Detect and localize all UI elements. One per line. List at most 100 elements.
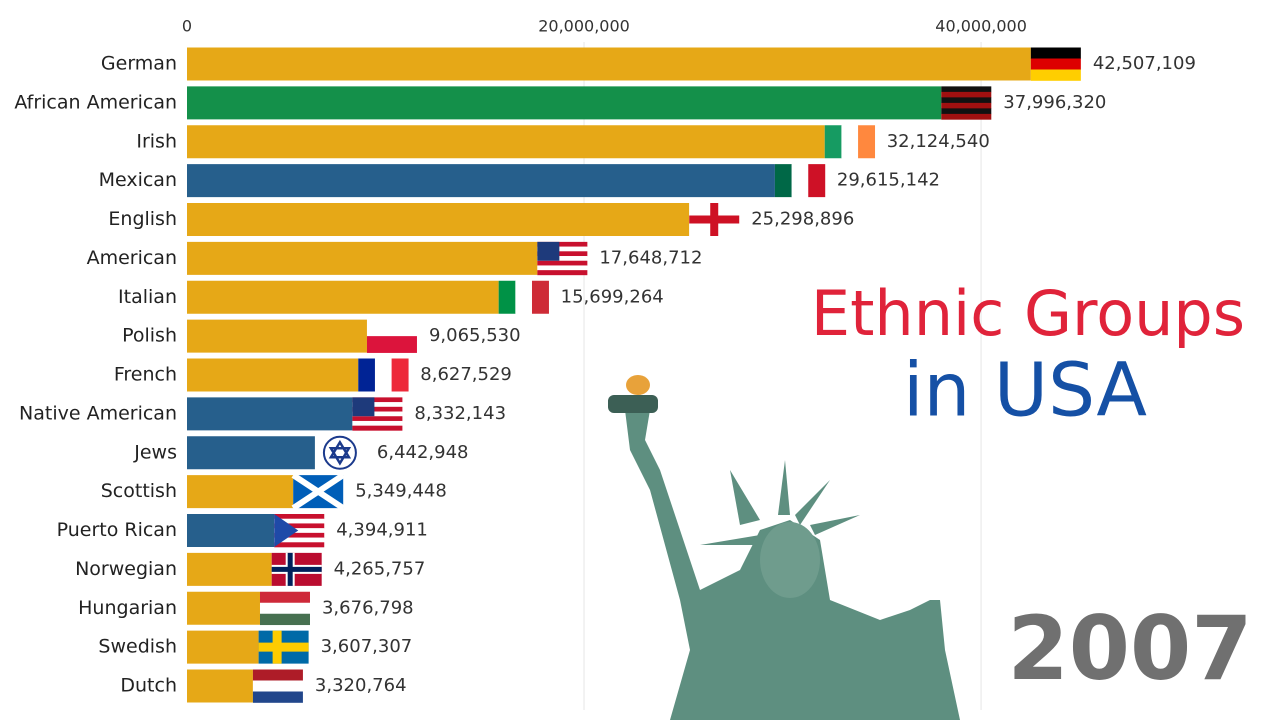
flag-part <box>498 280 516 314</box>
flag-part <box>374 358 392 392</box>
bar <box>187 436 315 470</box>
flag <box>941 86 992 120</box>
flag-part <box>537 256 588 262</box>
flag-part <box>537 246 588 252</box>
flag <box>322 435 357 470</box>
value-label: 9,065,530 <box>429 325 521 346</box>
flag-part <box>274 518 325 524</box>
bar <box>187 164 775 198</box>
value-label: 6,442,948 <box>377 442 469 463</box>
bar <box>187 669 253 703</box>
flag-part <box>274 537 325 543</box>
flag-part <box>352 402 403 408</box>
flag-part <box>274 514 299 547</box>
y-tick-label: German <box>101 53 177 75</box>
flag-part <box>274 542 325 548</box>
flag-part <box>252 680 303 692</box>
flag-part <box>791 164 809 198</box>
bar <box>187 591 260 625</box>
y-tick-label: English <box>108 208 177 230</box>
flag-part <box>352 425 403 431</box>
value-label: 17,648,712 <box>599 247 702 268</box>
y-tick-label: French <box>114 364 177 386</box>
flag-part <box>689 215 740 224</box>
flag-part <box>274 523 325 529</box>
flag-part <box>537 270 588 276</box>
value-label: 25,298,896 <box>751 209 854 230</box>
flag-part <box>352 406 403 412</box>
y-tick-label: Norwegian <box>75 558 177 580</box>
value-label: 4,265,757 <box>334 558 426 579</box>
bar <box>187 475 294 509</box>
flag-part <box>537 265 588 271</box>
flag-part <box>841 125 859 159</box>
flag-part <box>328 439 352 466</box>
flag-part <box>537 241 588 247</box>
flag-part <box>322 435 357 470</box>
flag-part <box>352 416 403 422</box>
value-label: 8,332,143 <box>414 403 506 424</box>
flag-part <box>941 97 992 104</box>
flag-part <box>366 336 417 353</box>
y-tick-label: Italian <box>118 286 177 308</box>
flag-part <box>274 528 325 534</box>
y-tick-label: Dutch <box>120 675 177 697</box>
flag-part <box>352 397 375 417</box>
flag-part <box>537 241 560 261</box>
value-label: 37,996,320 <box>1003 92 1106 113</box>
value-label: 8,627,529 <box>420 364 512 385</box>
flag-part <box>252 691 303 703</box>
flag-part <box>366 319 417 337</box>
flag <box>358 358 409 392</box>
flag-part <box>941 86 992 93</box>
flag-part <box>808 164 826 198</box>
y-tick-label: Native American <box>19 402 177 424</box>
flag-part <box>1030 58 1081 70</box>
flag <box>366 319 417 353</box>
flag <box>689 203 740 236</box>
flag-part <box>858 125 876 159</box>
flag <box>537 241 588 276</box>
y-tick-label: American <box>87 247 177 269</box>
x-tick-label: 0 <box>182 17 192 36</box>
value-label: 4,394,911 <box>336 520 428 541</box>
value-label: 3,676,798 <box>322 597 414 618</box>
value-label: 32,124,540 <box>887 131 990 152</box>
flag-part <box>515 280 533 314</box>
bar <box>187 358 359 392</box>
flag-part <box>252 669 303 681</box>
y-tick-label: African American <box>14 91 177 113</box>
flag-part <box>391 358 409 392</box>
flag-part <box>1030 47 1081 59</box>
y-tick-label: Swedish <box>98 636 177 658</box>
flag-part <box>352 397 403 403</box>
flag-part <box>259 591 310 604</box>
flag <box>291 472 345 511</box>
value-label: 3,320,764 <box>315 675 407 696</box>
y-tick-label: Puerto Rican <box>57 519 177 541</box>
y-tick-label: Jews <box>133 441 177 463</box>
bar <box>187 319 367 353</box>
flag-part <box>941 91 992 98</box>
flag <box>824 125 876 159</box>
flag-part <box>271 566 322 572</box>
bar <box>187 397 353 431</box>
bar <box>187 125 825 159</box>
flag-part <box>774 164 792 198</box>
flag-part <box>358 358 376 392</box>
flag <box>1030 47 1081 81</box>
flag <box>271 552 322 586</box>
flag <box>498 280 549 314</box>
flag <box>352 397 403 431</box>
title-line: Ethnic Groups <box>811 277 1245 350</box>
title-line: in USA <box>903 348 1147 434</box>
flag-part <box>274 514 325 520</box>
value-label: 5,349,448 <box>355 481 447 502</box>
flag-part <box>824 125 842 159</box>
value-label: 3,607,307 <box>321 636 413 657</box>
flag <box>258 630 309 664</box>
bar <box>187 630 259 664</box>
flag <box>259 591 310 626</box>
bar <box>187 86 942 120</box>
